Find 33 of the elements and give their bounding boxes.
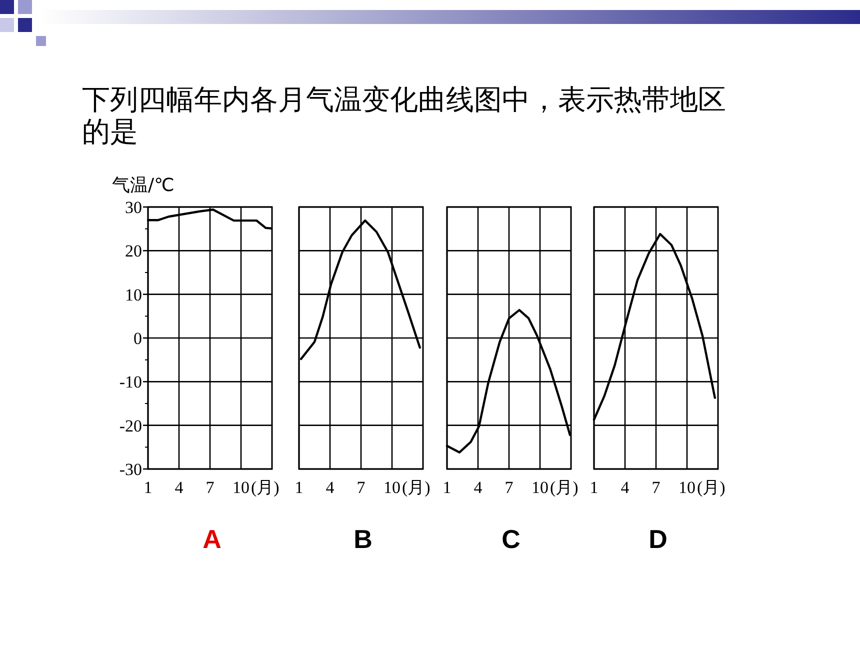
x-tick-label: 10	[384, 478, 400, 497]
y-tick-label: -10	[119, 372, 142, 392]
x-tick-label: 10	[232, 478, 250, 497]
text: A	[202, 524, 222, 554]
x-axis-title: (月)	[697, 478, 726, 497]
y-tick-label: 0	[134, 329, 142, 348]
text: B	[354, 524, 372, 554]
x-tick-label: 10	[532, 478, 548, 497]
x-tick-label: 4	[326, 478, 335, 497]
x-tick-label: 7	[504, 478, 514, 497]
x-tick-label: 1	[144, 478, 152, 497]
y-tick-label: 10	[125, 285, 142, 304]
x-tick-label: 1	[590, 478, 598, 497]
x-tick-label: 7	[652, 478, 661, 497]
x-tick-label: 7	[206, 478, 215, 497]
x-tick-label: 4	[174, 478, 184, 497]
x-axis-title: (月)	[251, 478, 280, 497]
x-tick-label: 7	[356, 478, 366, 497]
y-axis-title: 气温/℃	[112, 175, 174, 196]
x-axis-title: (月)	[402, 478, 430, 497]
x-tick-label: 10	[678, 478, 696, 497]
y-tick-label: -20	[119, 416, 142, 436]
x-axis-title: (月)	[550, 478, 578, 497]
y-tick-label: 30	[125, 198, 142, 217]
text: 下列四幅年内各月气温变化曲线图中，表示热带地区的是	[82, 83, 727, 148]
y-tick-label: -30	[119, 460, 142, 479]
text: C	[502, 524, 521, 554]
x-tick-label: 4	[620, 478, 630, 497]
x-tick-label: 1	[294, 478, 304, 497]
text: D	[648, 524, 668, 554]
y-tick-label: 20	[125, 242, 142, 261]
x-tick-label: 4	[474, 478, 483, 497]
x-tick-label: 1	[442, 478, 452, 497]
